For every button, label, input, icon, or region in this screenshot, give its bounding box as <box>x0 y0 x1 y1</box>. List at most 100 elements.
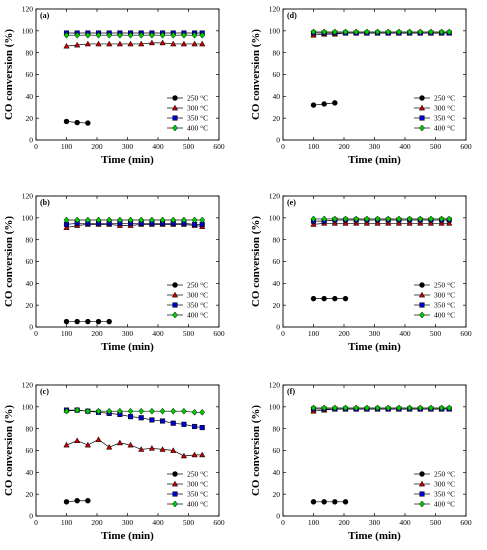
series <box>310 28 453 36</box>
x-tick-label: 0 <box>34 329 38 338</box>
data-point <box>85 498 91 504</box>
y-tick-label: 40 <box>273 468 281 477</box>
data-point <box>84 407 91 415</box>
series <box>63 436 206 459</box>
data-point <box>395 404 402 412</box>
data-point <box>321 101 327 107</box>
y-tick-label: 60 <box>273 446 281 455</box>
y-tick-label: 120 <box>269 381 281 390</box>
y-tick-label: 120 <box>269 5 281 14</box>
data-point <box>181 421 187 427</box>
x-tick-label: 100 <box>308 142 320 151</box>
legend-label: 250 °C <box>434 281 455 290</box>
series <box>63 406 206 416</box>
data-point <box>106 40 113 47</box>
data-point <box>84 441 91 448</box>
x-tick-label: 300 <box>122 518 134 527</box>
y-tick-label: 120 <box>269 192 281 201</box>
series <box>310 215 453 223</box>
series <box>310 100 338 108</box>
data-point <box>180 452 188 459</box>
legend-label: 300 °C <box>187 480 208 489</box>
x-tick-label: 300 <box>369 329 381 338</box>
data-point <box>191 451 198 458</box>
x-tick-label: 300 <box>369 142 381 151</box>
y-tick-label: 60 <box>26 257 34 266</box>
series <box>310 404 453 412</box>
data-point <box>172 115 178 121</box>
y-tick-label: 0 <box>29 136 33 145</box>
data-point <box>446 28 453 36</box>
y-axis-title: CO conversion (%) <box>250 216 262 307</box>
x-tick-label: 600 <box>460 518 472 527</box>
y-tick-label: 80 <box>273 424 281 433</box>
data-point <box>342 295 349 302</box>
data-point <box>116 216 123 224</box>
data-point <box>63 216 70 224</box>
legend-label: 300 °C <box>434 104 455 113</box>
data-point <box>138 40 145 47</box>
data-point <box>353 404 360 412</box>
x-axis-title: Time (min) <box>101 154 154 166</box>
y-axis-title: CO conversion (%) <box>3 216 15 307</box>
data-point <box>417 219 424 226</box>
x-tick-label: 400 <box>152 518 164 527</box>
data-point <box>106 407 113 415</box>
data-point <box>148 216 155 224</box>
data-point <box>63 224 70 231</box>
legend-label: 300 °C <box>187 104 208 113</box>
data-point <box>159 216 166 224</box>
x-tick-label: 500 <box>430 329 442 338</box>
y-tick-label: 120 <box>22 5 34 14</box>
data-point <box>170 447 177 453</box>
data-point <box>74 498 80 504</box>
data-point <box>418 104 426 111</box>
data-point <box>95 407 102 415</box>
data-point <box>85 120 91 126</box>
data-point <box>419 500 425 508</box>
data-point <box>95 40 102 47</box>
y-tick-label: 60 <box>26 446 34 455</box>
data-point <box>342 404 349 412</box>
data-point <box>138 407 145 415</box>
data-point <box>417 404 424 412</box>
legend-label: 350 °C <box>434 114 455 123</box>
data-point <box>74 406 81 414</box>
y-tick-label: 100 <box>269 213 281 222</box>
y-axis-title: CO conversion (%) <box>3 29 15 120</box>
data-point <box>406 219 413 226</box>
x-tick-label: 200 <box>91 142 103 151</box>
y-tick-label: 0 <box>276 136 280 145</box>
x-tick-label: 500 <box>430 142 442 151</box>
data-point <box>172 95 178 101</box>
x-axis-title: Time (min) <box>348 154 401 166</box>
chart-panel: (c) 0 100 200 300 400 500 600 0 20 40 60 80 100 120 Tim… <box>3 381 225 542</box>
data-point <box>199 40 206 47</box>
data-point <box>180 40 188 47</box>
data-point <box>199 425 205 431</box>
x-tick-label: 200 <box>338 329 350 338</box>
x-tick-label: 500 <box>183 518 195 527</box>
legend-label: 300 °C <box>187 291 208 300</box>
data-point <box>395 219 403 226</box>
legend-label: 350 °C <box>434 301 455 310</box>
x-tick-label: 400 <box>399 518 411 527</box>
data-point <box>363 219 370 226</box>
data-point <box>353 215 360 223</box>
x-tick-label: 0 <box>281 329 285 338</box>
legend-label: 350 °C <box>187 114 208 123</box>
legend-label: 350 °C <box>187 490 208 499</box>
data-point <box>63 118 70 125</box>
y-tick-label: 60 <box>26 70 34 79</box>
y-tick-label: 20 <box>26 301 34 310</box>
data-point <box>331 28 338 36</box>
data-point <box>106 31 113 39</box>
x-tick-label: 100 <box>61 329 73 338</box>
data-point <box>419 115 425 121</box>
y-tick-label: 60 <box>273 70 281 79</box>
data-point <box>170 216 177 224</box>
data-point <box>199 408 206 416</box>
